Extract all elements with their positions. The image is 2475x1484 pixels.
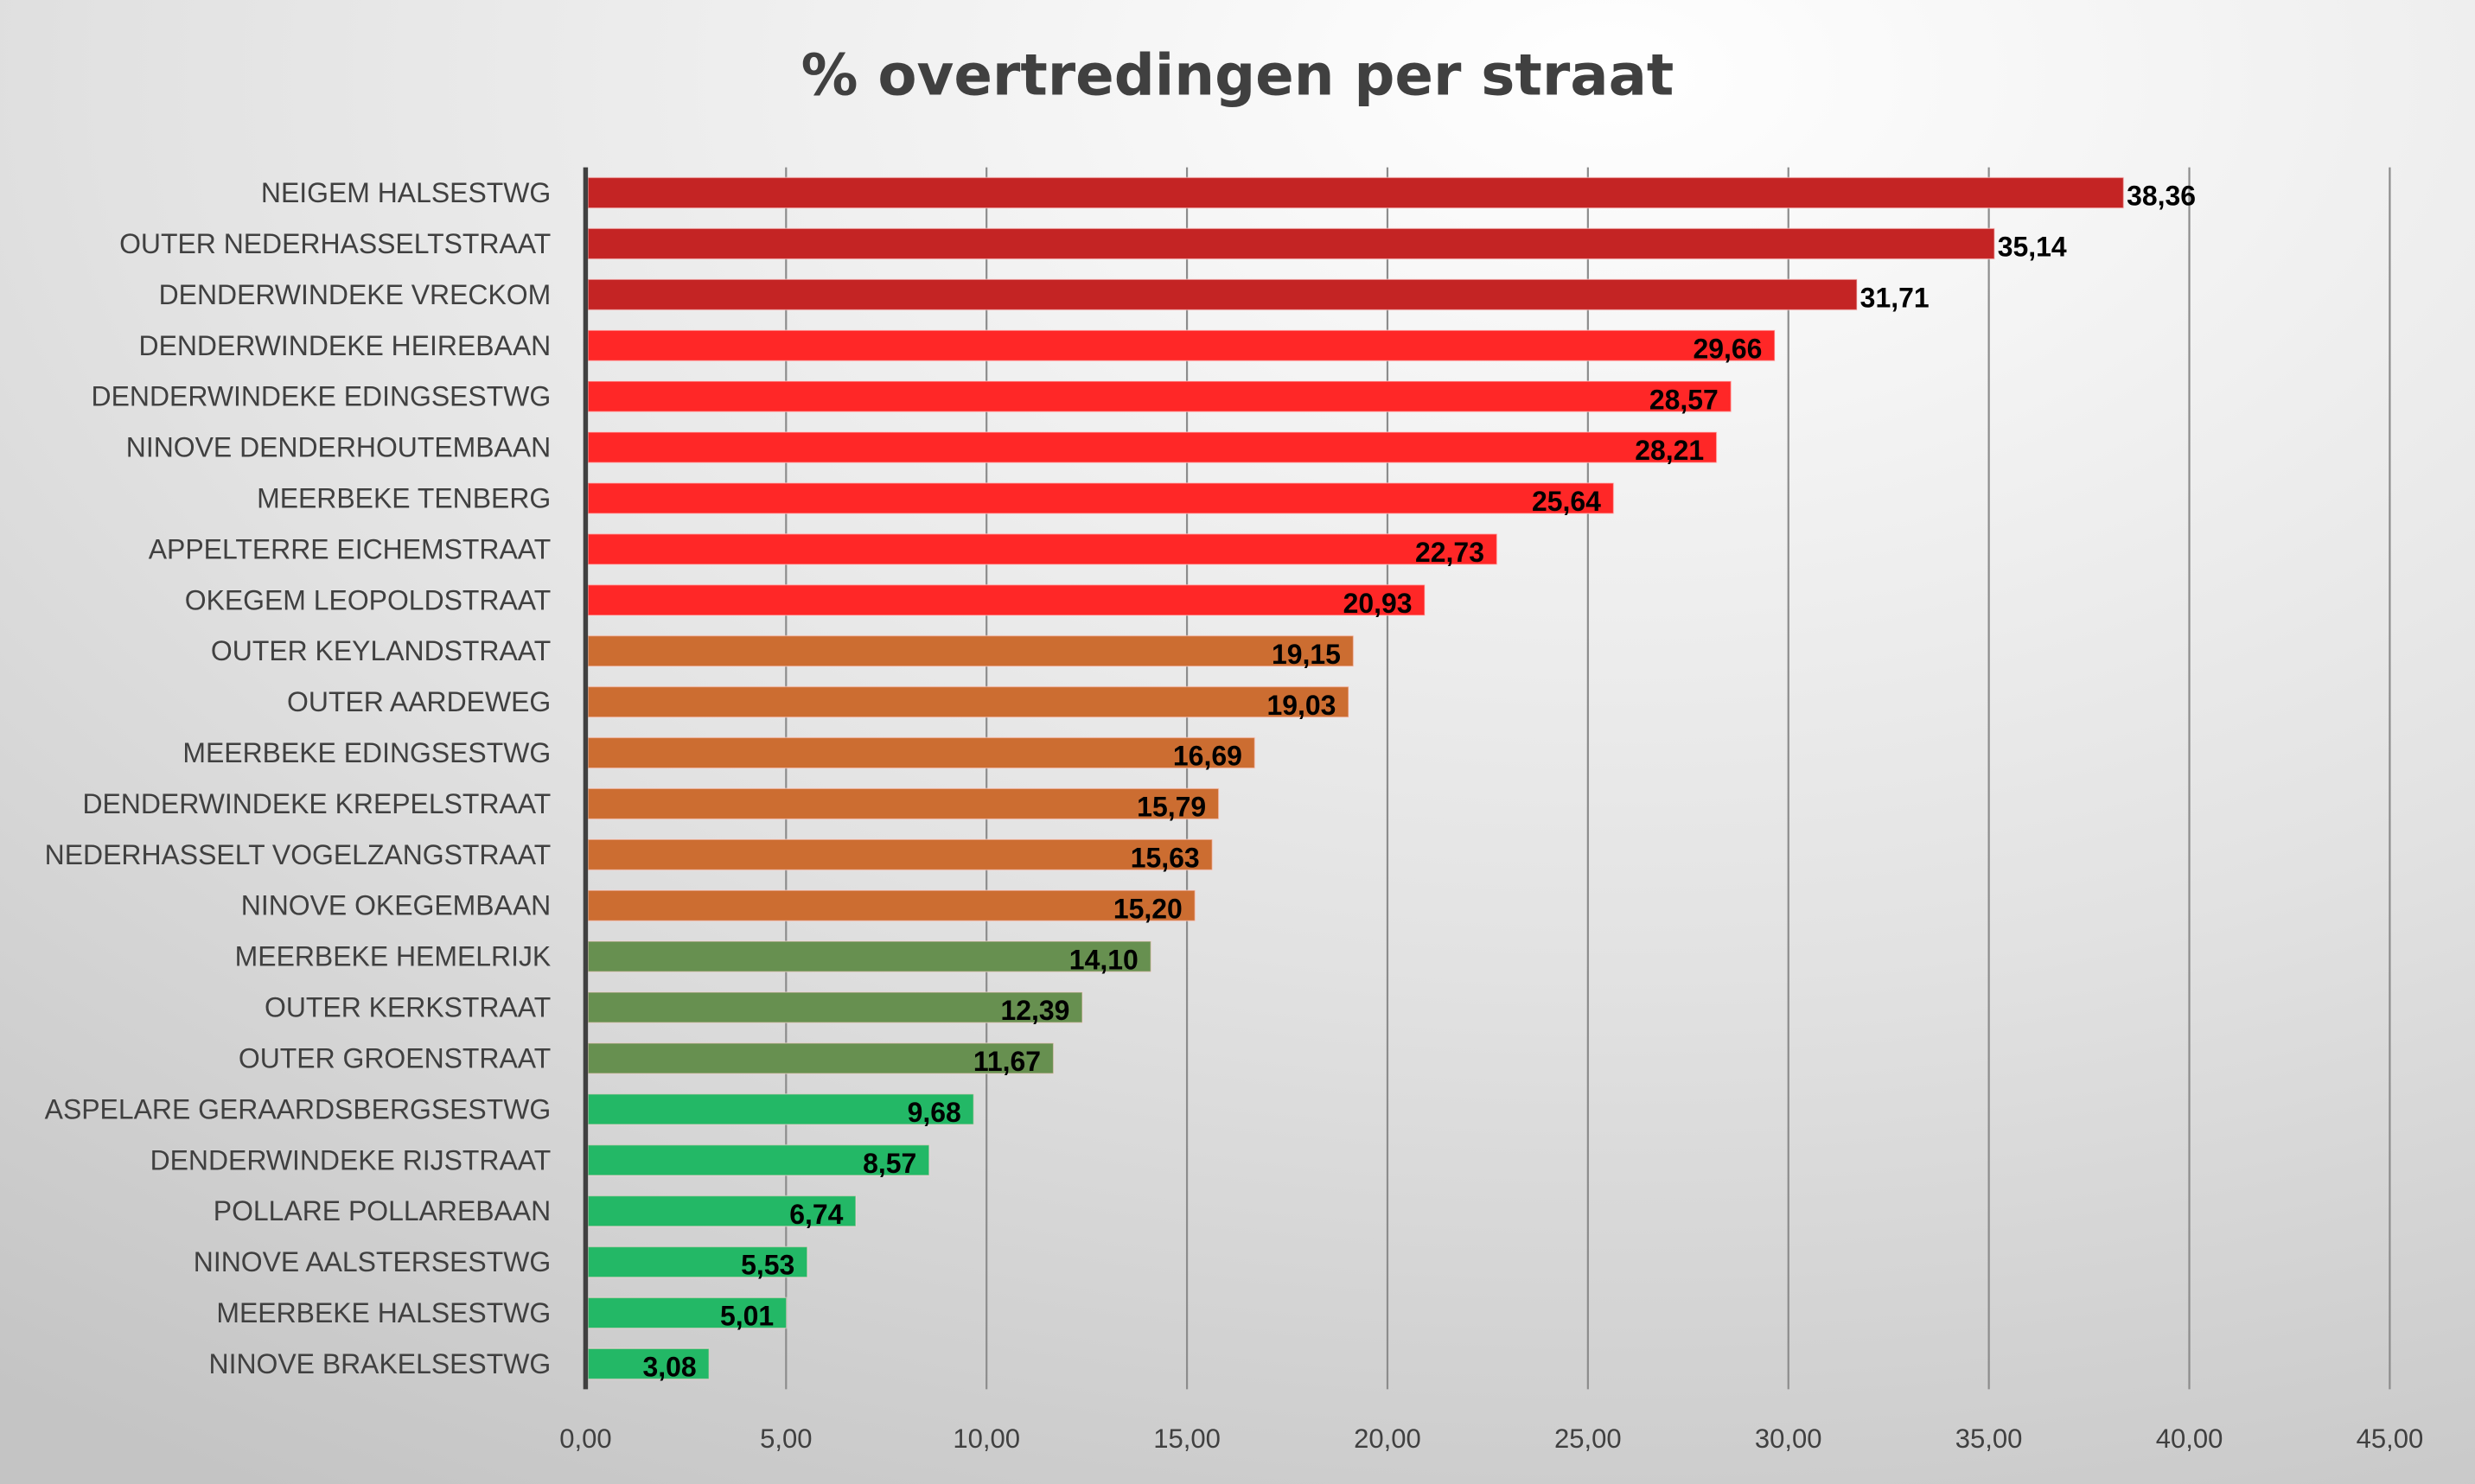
bar (587, 278, 1858, 311)
chart-title: % overtredingen per straat (801, 42, 1674, 109)
category-label: MEERBEKE TENBERG (257, 482, 551, 513)
data-label: 20,93 (1343, 588, 1413, 619)
bar (587, 431, 1718, 464)
x-tick-label: 35,00 (1955, 1423, 2023, 1454)
bar (587, 940, 1152, 973)
bar (587, 227, 1995, 260)
data-label: 19,03 (1266, 690, 1336, 721)
bar (587, 380, 1732, 413)
data-label: 3,08 (642, 1352, 696, 1383)
data-label: 31,71 (1860, 282, 1930, 313)
category-label: MEERBEKE EDINGSESTWG (182, 737, 551, 768)
bar (587, 685, 1349, 718)
data-labels: 38,36 35,14 31,71 29,66 28,57 28,21 25,64 22,73… (642, 181, 2196, 1383)
bar (587, 787, 1220, 820)
data-label: 15,63 (1131, 842, 1200, 873)
bar (587, 1194, 857, 1227)
category-label: POLLARE POLLAREBAAN (214, 1195, 551, 1226)
category-label: ASPELARE GERAARDSBERGSESTWG (45, 1093, 552, 1124)
x-tick-label: 0,00 (559, 1423, 611, 1454)
x-tick-label: 10,00 (953, 1423, 1020, 1454)
gridlines (785, 167, 2391, 1390)
bar (587, 838, 1214, 871)
category-label: NEIGEM HALSESTWG (261, 177, 551, 208)
data-label: 19,15 (1272, 639, 1341, 670)
data-label: 8,57 (863, 1148, 916, 1179)
x-tick-label: 25,00 (1554, 1423, 1622, 1454)
bar (587, 176, 2125, 209)
bar (587, 329, 1776, 362)
x-tick-labels: 0,00 5,00 10,00 15,00 20,00 25,00 30,00 35,00 40… (559, 1423, 2423, 1454)
category-label: OUTER GROENSTRAAT (239, 1042, 551, 1073)
bar (587, 583, 1426, 616)
bar (587, 634, 1355, 667)
data-label: 5,01 (720, 1301, 774, 1332)
category-labels: NEIGEM HALSESTWG OUTER NEDERHASSELTSTRAAT… (45, 177, 552, 1379)
data-label: 9,68 (908, 1097, 961, 1128)
bar (587, 1143, 930, 1176)
data-label: 6,74 (789, 1199, 843, 1230)
category-label: OUTER AARDEWEG (287, 686, 551, 717)
category-label: MEERBEKE HEMELRIJK (235, 941, 552, 972)
bars (587, 176, 2125, 1380)
bar (587, 1347, 710, 1380)
data-label: 22,73 (1415, 537, 1484, 568)
category-label: DENDERWINDEKE VRECKOM (159, 279, 552, 310)
bar (587, 533, 1498, 565)
category-label: NEDERHASSELT VOGELZANGSTRAAT (45, 839, 552, 870)
category-label: NINOVE DENDERHOUTEMBAAN (126, 432, 551, 463)
category-label: NINOVE BRAKELSESTWG (209, 1348, 552, 1379)
category-label: APPELTERRE EICHEMSTRAAT (149, 533, 551, 564)
category-label: MEERBEKE HALSESTWG (216, 1297, 551, 1328)
data-label: 5,53 (741, 1250, 794, 1281)
data-label: 15,79 (1137, 792, 1206, 823)
data-label: 25,64 (1532, 486, 1601, 517)
category-label: OKEGEM LEOPOLDSTRAAT (185, 584, 551, 615)
x-tick-label: 40,00 (2156, 1423, 2223, 1454)
category-label: DENDERWINDEKE EDINGSESTWG (92, 381, 552, 412)
category-label: OUTER NEDERHASSELTSTRAAT (119, 228, 551, 259)
data-label: 14,10 (1069, 944, 1139, 975)
data-label: 29,66 (1693, 333, 1762, 364)
bar (587, 991, 1083, 1023)
x-tick-label: 45,00 (2357, 1423, 2424, 1454)
category-label: NINOVE OKEGEMBAAN (241, 890, 551, 921)
data-label: 35,14 (1998, 232, 2067, 263)
data-label: 38,36 (2127, 181, 2196, 212)
bar (587, 889, 1196, 922)
x-tick-label: 15,00 (1153, 1423, 1221, 1454)
data-label: 28,21 (1635, 435, 1704, 466)
bar (587, 482, 1615, 514)
data-label: 15,20 (1113, 893, 1183, 924)
category-label: OUTER KEYLANDSTRAAT (211, 635, 551, 666)
category-label: DENDERWINDEKE HEIREBAAN (139, 330, 552, 361)
bar (587, 1296, 788, 1329)
x-tick-label: 20,00 (1354, 1423, 1421, 1454)
data-label: 16,69 (1173, 741, 1242, 772)
category-label: DENDERWINDEKE KREPELSTRAAT (82, 788, 551, 819)
x-tick-label: 5,00 (760, 1423, 812, 1454)
x-tick-label: 30,00 (1755, 1423, 1822, 1454)
data-label: 28,57 (1649, 384, 1719, 415)
data-label: 12,39 (1001, 995, 1070, 1026)
bar (587, 736, 1256, 769)
bar (587, 1093, 975, 1125)
category-label: DENDERWINDEKE RIJSTRAAT (150, 1144, 552, 1175)
bar (587, 1245, 808, 1278)
category-label: NINOVE AALSTERSESTWG (194, 1246, 551, 1277)
data-label: 11,67 (973, 1046, 1041, 1077)
category-label: OUTER KERKSTRAAT (265, 992, 551, 1023)
